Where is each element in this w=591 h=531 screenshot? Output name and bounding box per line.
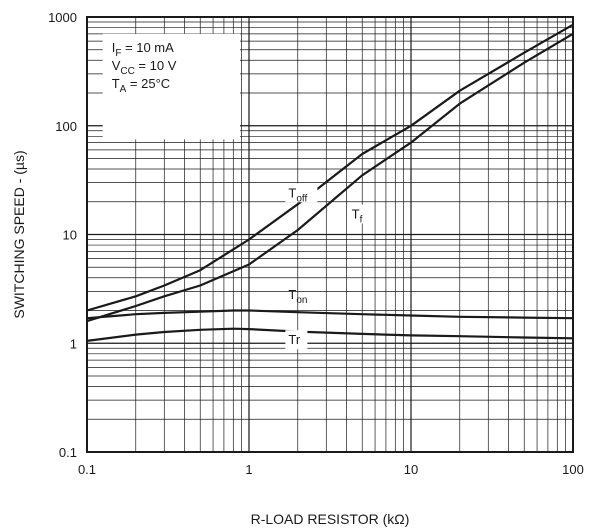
condition-line: TA = 25°C — [112, 76, 171, 95]
x-tick-label: 100 — [562, 462, 584, 477]
series-label-background — [285, 330, 308, 350]
y-tick-label: 1000 — [48, 10, 77, 25]
tick-labels: 0.1 1 10 100 0.1 1 10 100 1000 — [48, 10, 584, 477]
series-line-tr — [86, 327, 574, 342]
condition-line: IF = 10 mA — [112, 40, 174, 59]
series-lines — [86, 23, 574, 342]
x-tick-label: 1 — [245, 462, 252, 477]
series-labels: Toff Tf Ton Tr — [285, 183, 369, 350]
y-tick-label: 0.1 — [59, 445, 77, 460]
series-label-tr: Tr — [288, 332, 300, 347]
series-label-toff: Toff — [288, 185, 307, 204]
series-line-ton — [86, 309, 574, 320]
plot-frame — [86, 16, 574, 453]
conditions-box-background — [102, 33, 241, 140]
y-tick-label: 1 — [70, 336, 77, 351]
series-label-tf: Tf — [352, 207, 363, 226]
y-tick-label: 100 — [55, 119, 77, 134]
series-line-toff — [86, 23, 574, 312]
y-axis-label: SWITCHING SPEED - (µs) — [11, 150, 27, 318]
x-tick-label: 0.1 — [78, 462, 96, 477]
x-axis-label: R-LOAD RESISTOR (kΩ) — [251, 511, 410, 527]
series-line-tf — [86, 32, 574, 323]
y-tick-label: 10 — [63, 228, 77, 243]
series-label-background — [348, 204, 369, 224]
condition-line: VCC = 10 V — [112, 58, 177, 77]
series-label-ton: Ton — [288, 287, 307, 306]
series-label-background — [285, 183, 318, 203]
x-tick-label: 10 — [404, 462, 418, 477]
